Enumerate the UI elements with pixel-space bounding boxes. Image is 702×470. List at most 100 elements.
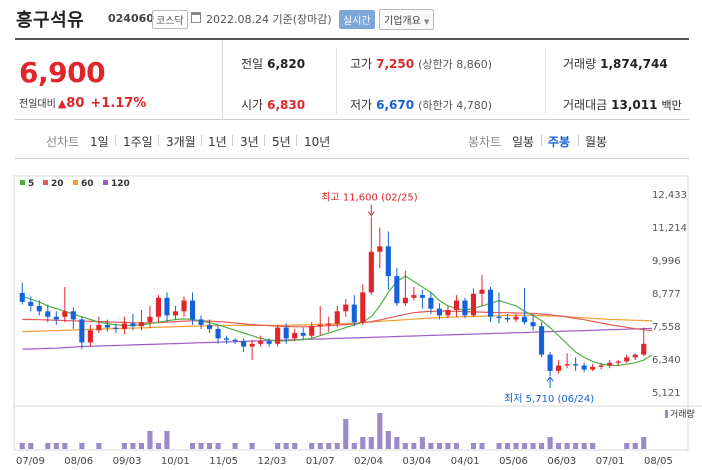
candle-body: [121, 323, 127, 329]
y-tick-label: 11,214: [652, 223, 687, 234]
volume-bar: [155, 443, 162, 449]
candle-body: [28, 301, 34, 306]
volume-bar: [368, 437, 374, 449]
volume-bar: [19, 443, 25, 449]
candle-body: [470, 293, 477, 316]
volume-bar: [317, 443, 323, 449]
candle-body: [351, 304, 357, 323]
tab-divider: [296, 135, 297, 146]
candle-body: [479, 289, 485, 294]
current-price: 6,900: [19, 56, 106, 89]
candlestick-chart-svg[interactable]: 5 20 60 120 12,433 11,214 9,996 8,777 7,558 6,340…: [0, 170, 702, 470]
candle-body: [632, 354, 638, 358]
candle-body: [96, 324, 102, 331]
stock-code: 024060: [108, 12, 154, 25]
low-label: 저가: [350, 98, 373, 112]
volume-bar: [96, 443, 102, 449]
candle-body: [326, 323, 332, 325]
candle-body: [45, 311, 51, 317]
candle-body: [487, 289, 494, 317]
candle-body: [513, 316, 519, 320]
volume-bar: [590, 443, 596, 449]
candle-body: [598, 365, 604, 367]
ma120-line: [22, 327, 653, 350]
volume-bar: [215, 443, 221, 449]
candle-body: [215, 328, 221, 339]
amount-value: 13,011: [611, 98, 658, 112]
candle-body: [198, 319, 204, 325]
candle-body: [504, 318, 511, 320]
candle-body: [530, 322, 536, 327]
volume-bar: [164, 431, 170, 449]
candle-body: [62, 311, 68, 317]
volume-bar: [479, 443, 485, 449]
volume-frame: [13, 405, 689, 451]
tab-1y[interactable]: 1년: [208, 135, 227, 149]
tab-divider: [578, 135, 579, 146]
x-tick-label: 06/03: [547, 456, 576, 467]
x-tick-label: 11/05: [209, 456, 238, 467]
volume-value: 1,874,744: [600, 57, 668, 71]
chevron-down-icon: ▼: [424, 18, 430, 26]
y-tick-label: 9,996: [652, 256, 681, 267]
candle-body: [300, 332, 306, 336]
candle-body: [283, 327, 289, 339]
candle-body: [564, 364, 570, 366]
high-arrow-head: [367, 211, 375, 217]
tab-divider: [201, 135, 202, 146]
tab-1w[interactable]: 1주일: [123, 135, 153, 149]
volume-bar: [453, 443, 459, 449]
volume-bar: [522, 443, 528, 449]
candle-body: [624, 357, 630, 362]
candle-body: [104, 324, 110, 328]
tab-daily[interactable]: 일봉: [512, 135, 535, 149]
legend-label-20: 20: [51, 179, 64, 189]
volume-legend-swatch: [665, 410, 668, 418]
legend-swatch: [43, 180, 48, 185]
candle-body: [436, 308, 442, 316]
tab-10y[interactable]: 10년: [304, 135, 331, 149]
candle-body: [19, 292, 25, 302]
change-percent: +1.17%: [90, 96, 147, 111]
realtime-button[interactable]: 실시간: [339, 10, 375, 29]
stock-name: 흥구석유: [16, 10, 85, 31]
volume-bar: [138, 443, 144, 449]
tab-5y[interactable]: 5년: [272, 135, 291, 149]
x-tick-label: 03/04: [402, 456, 431, 467]
volume-bar: [207, 443, 213, 449]
divider: [545, 48, 546, 114]
volume-bar: [377, 413, 383, 449]
tab-monthly[interactable]: 월봉: [585, 135, 608, 149]
volume-bar: [530, 443, 536, 449]
candle-body: [275, 327, 281, 344]
volume-bar: [564, 443, 570, 449]
volume-bar: [326, 443, 332, 449]
candle-body: [581, 365, 587, 370]
tab-3m[interactable]: 3개월: [166, 135, 196, 149]
candle-body: [385, 246, 391, 277]
candle-body: [172, 311, 179, 316]
volume-bar: [624, 443, 630, 449]
tab-3y[interactable]: 3년: [240, 135, 259, 149]
candle-body: [249, 343, 255, 347]
candle-body: [53, 316, 59, 320]
open-label: 시가: [241, 98, 264, 112]
volume-bar: [513, 443, 519, 449]
volume-bar: [402, 443, 408, 449]
line-chart-label: 선차트: [46, 135, 80, 149]
volume-bar: [121, 443, 127, 449]
candle-body: [309, 326, 315, 336]
price-chart[interactable]: 5 20 60 120 12,433 11,214 9,996 8,777 7,558 6,340…: [0, 170, 702, 470]
company-overview-button[interactable]: 기업개요 ▼: [379, 9, 435, 30]
x-tick-label: 01/07: [306, 456, 335, 467]
volume-bar: [79, 443, 85, 449]
tab-weekly[interactable]: 주봉: [548, 135, 571, 149]
price-summary: 6,900 전일대비 ▲80 +1.17% 전일 6,820 고가 7,250 (상한가 …: [15, 38, 689, 120]
tab-1d[interactable]: 1일: [90, 135, 109, 149]
x-tick-label: 12/03: [258, 456, 287, 467]
candle-body: [258, 341, 264, 344]
x-tick-label: 10/01: [161, 456, 190, 467]
tab-divider: [264, 135, 265, 146]
prev-close-stat: 전일 6,820: [241, 55, 305, 72]
y-tick-label: 5,121: [652, 388, 681, 399]
